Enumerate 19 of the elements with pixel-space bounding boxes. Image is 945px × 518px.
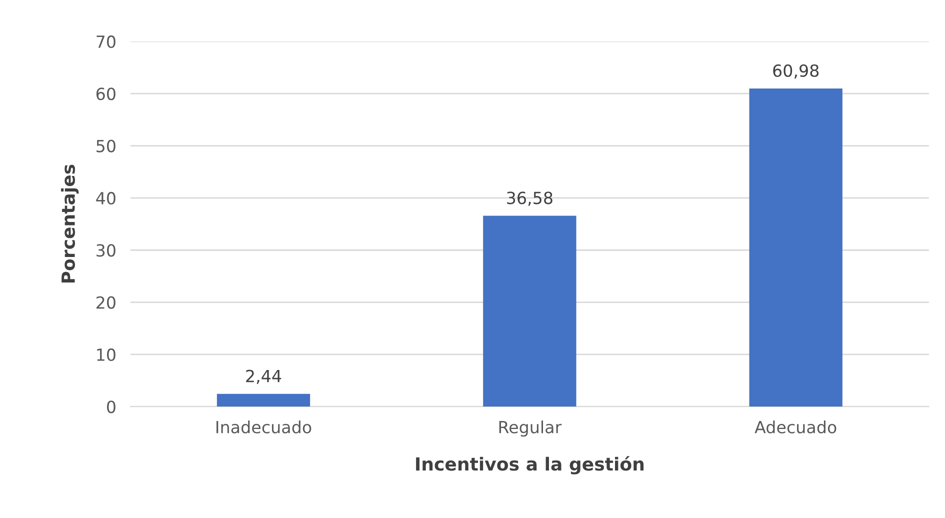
y-tick-label: 40 — [96, 192, 116, 205]
data-label: 60,98 — [773, 64, 819, 79]
data-label: 2,44 — [246, 370, 282, 384]
bar — [216, 394, 310, 407]
y-tick-label: 70 — [96, 35, 116, 48]
y-tick-label: 10 — [97, 348, 116, 362]
x-tick-label: Inadecuado — [216, 420, 312, 434]
x-axis-title: Incentivos a la gestión — [416, 456, 644, 474]
bar — [483, 216, 576, 407]
y-axis-title: Porcentajes — [61, 164, 79, 283]
x-tick-label: Regular — [499, 420, 562, 437]
bar — [749, 88, 842, 407]
y-tick-label: 50 — [96, 140, 116, 152]
y-tick-label: 0 — [107, 400, 116, 414]
y-tick-label: 20 — [96, 296, 116, 309]
data-label: 36,58 — [507, 192, 552, 206]
x-tick-label: Adecuado — [754, 420, 836, 434]
y-tick-label: 60 — [96, 88, 116, 100]
y-tick-label: 30 — [96, 244, 116, 257]
